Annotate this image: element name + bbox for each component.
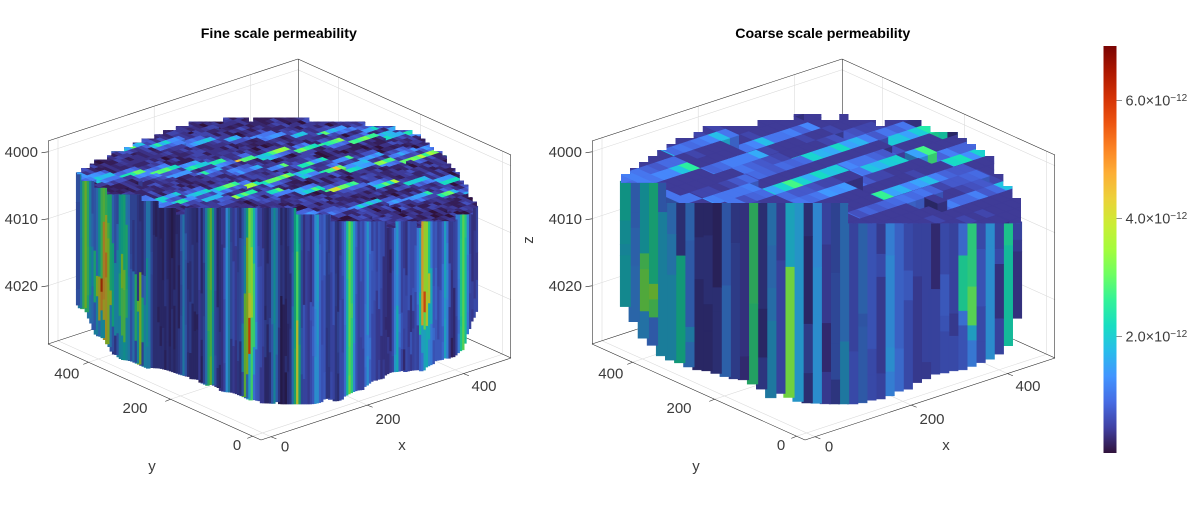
- svg-text:4020: 4020: [5, 278, 38, 295]
- svg-text:4020: 4020: [549, 278, 582, 295]
- svg-text:400: 400: [1015, 378, 1040, 395]
- svg-text:4000: 4000: [5, 144, 38, 161]
- svg-text:0: 0: [825, 439, 833, 456]
- svg-text:4010: 4010: [5, 211, 38, 228]
- svg-text:200: 200: [919, 411, 944, 428]
- svg-text:400: 400: [54, 365, 79, 382]
- svg-text:400: 400: [471, 378, 496, 395]
- svg-text:0: 0: [281, 439, 289, 456]
- svg-text:200: 200: [375, 411, 400, 428]
- svg-text:Fine scale permeability: Fine scale permeability: [201, 26, 357, 42]
- svg-text:x: x: [942, 437, 950, 454]
- svg-text:y: y: [148, 458, 156, 475]
- svg-text:4000: 4000: [549, 144, 582, 161]
- svg-text:4010: 4010: [549, 211, 582, 228]
- svg-text:z: z: [520, 236, 537, 244]
- svg-text:x: x: [398, 437, 406, 454]
- svg-text:Coarse scale permeability: Coarse scale permeability: [735, 26, 910, 42]
- svg-text:0: 0: [233, 437, 241, 454]
- svg-text:200: 200: [666, 400, 691, 417]
- svg-text:200: 200: [122, 400, 147, 417]
- svg-text:0: 0: [777, 437, 785, 454]
- svg-text:400: 400: [598, 365, 623, 382]
- svg-text:y: y: [692, 458, 700, 475]
